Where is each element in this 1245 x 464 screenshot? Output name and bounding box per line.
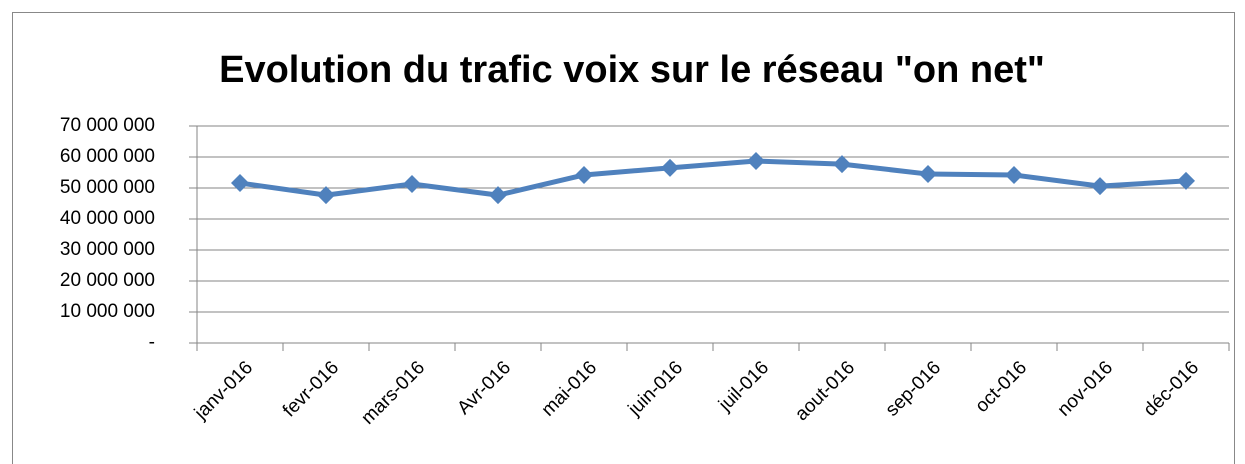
data-point [231, 174, 249, 193]
data-point [747, 152, 765, 171]
data-point [919, 165, 937, 184]
data-point [489, 186, 507, 205]
data-point [575, 165, 593, 184]
data-point [1005, 165, 1023, 184]
y-tick-label: 50 000 000 [60, 177, 155, 198]
y-tick-label: 10 000 000 [60, 301, 155, 322]
chart-border [12, 12, 1235, 464]
y-tick-label: 30 000 000 [60, 239, 155, 260]
data-point [661, 158, 679, 177]
y-tick-label: 60 000 000 [60, 146, 155, 167]
data-point [1091, 177, 1109, 196]
chart-title: Evolution du trafic voix sur le réseau "… [219, 49, 1045, 91]
series-line [239, 158, 1187, 198]
data-point [403, 174, 421, 193]
y-tick-label: - [149, 332, 155, 353]
data-point [833, 155, 851, 174]
data-point [317, 186, 335, 205]
y-tick-label: 40 000 000 [60, 208, 155, 229]
data-point [1177, 171, 1195, 190]
y-tick-label: 70 000 000 [60, 115, 155, 136]
y-tick-label: 20 000 000 [60, 270, 155, 291]
